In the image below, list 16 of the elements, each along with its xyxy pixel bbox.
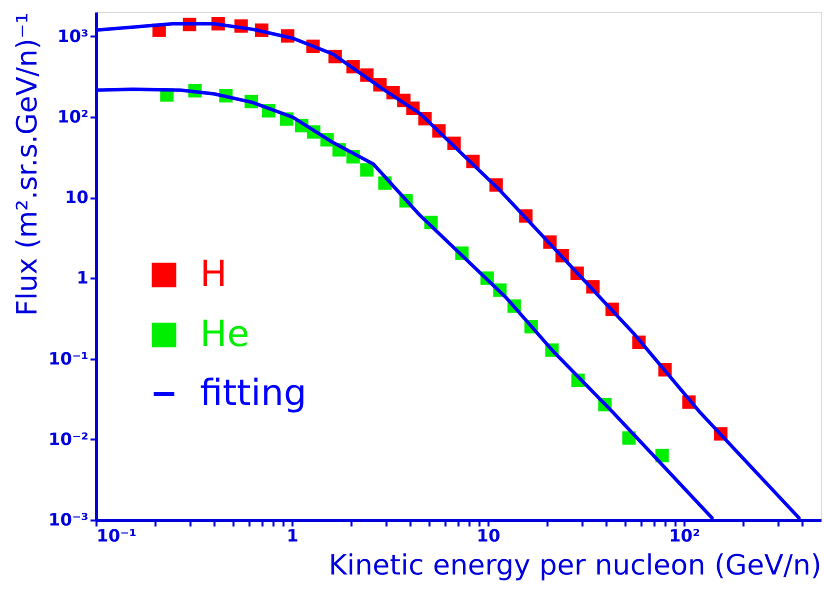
y-tick-label: 10² xyxy=(57,107,88,128)
y-tick-label: 10⁻³ xyxy=(48,510,88,530)
x-tick-label: 1 xyxy=(286,526,298,546)
x-tick-label: 10 xyxy=(476,526,500,546)
y-tick-label: 10⁻² xyxy=(48,430,88,450)
y-tick-label: 10⁻¹ xyxy=(48,349,88,370)
legend-label: H xyxy=(200,254,228,295)
y-tick-label: 10 xyxy=(64,188,89,208)
x-tick-label: 10² xyxy=(668,526,700,546)
legend-label: fitting xyxy=(200,373,307,414)
y-tick-label: 10³ xyxy=(57,26,88,47)
x-tick-label: 10⁻¹ xyxy=(96,526,137,546)
y-tick-label: 1 xyxy=(76,268,88,289)
y-axis-title: Flux (m².sr.s.GeV/n)⁻¹ xyxy=(10,12,44,316)
legend-label: He xyxy=(200,314,250,355)
x-axis-title: Kinetic energy per nucleon (GeV/n) xyxy=(328,548,822,582)
